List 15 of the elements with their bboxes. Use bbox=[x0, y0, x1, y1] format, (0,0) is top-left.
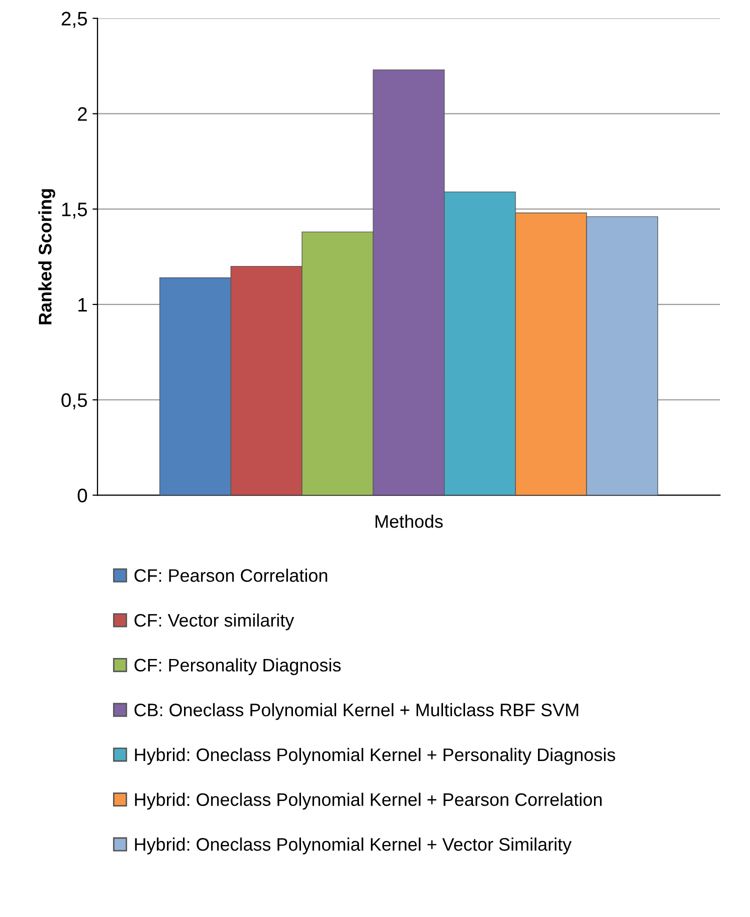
legend-label: Hybrid: Oneclass Polynomial Kernel + Vector Similarity bbox=[135, 838, 572, 854]
y-tick-label: 1,5 bbox=[62, 202, 87, 219]
y-tick-label: 1 bbox=[78, 298, 87, 312]
legend-label: CF: Personality Diagnosis bbox=[134, 658, 341, 676]
y-tick-label: 0 bbox=[78, 488, 88, 502]
x-tick-label: Methods bbox=[376, 514, 443, 528]
legend-label: Hybrid: Oneclass Polynomial Kernel + Personality Diagnosis bbox=[135, 748, 616, 765]
y-tick-label: 0,5 bbox=[62, 393, 87, 410]
y-tick-label: 2 bbox=[78, 107, 87, 121]
legend-label: CF: Pearson Correlation bbox=[134, 568, 328, 582]
legend-label: Hybrid: Oneclass Polynomial Kernel + Pearson Correlation bbox=[135, 792, 602, 810]
y-axis-title: Ranked Scoring bbox=[38, 189, 56, 324]
legend-label: CB: Oneclass Polynomial Kernel + Multiclass RBF SVM bbox=[134, 703, 578, 720]
y-tick-label: 2,5 bbox=[62, 12, 87, 28]
legend-label: CF: Vector similarity bbox=[134, 613, 294, 630]
